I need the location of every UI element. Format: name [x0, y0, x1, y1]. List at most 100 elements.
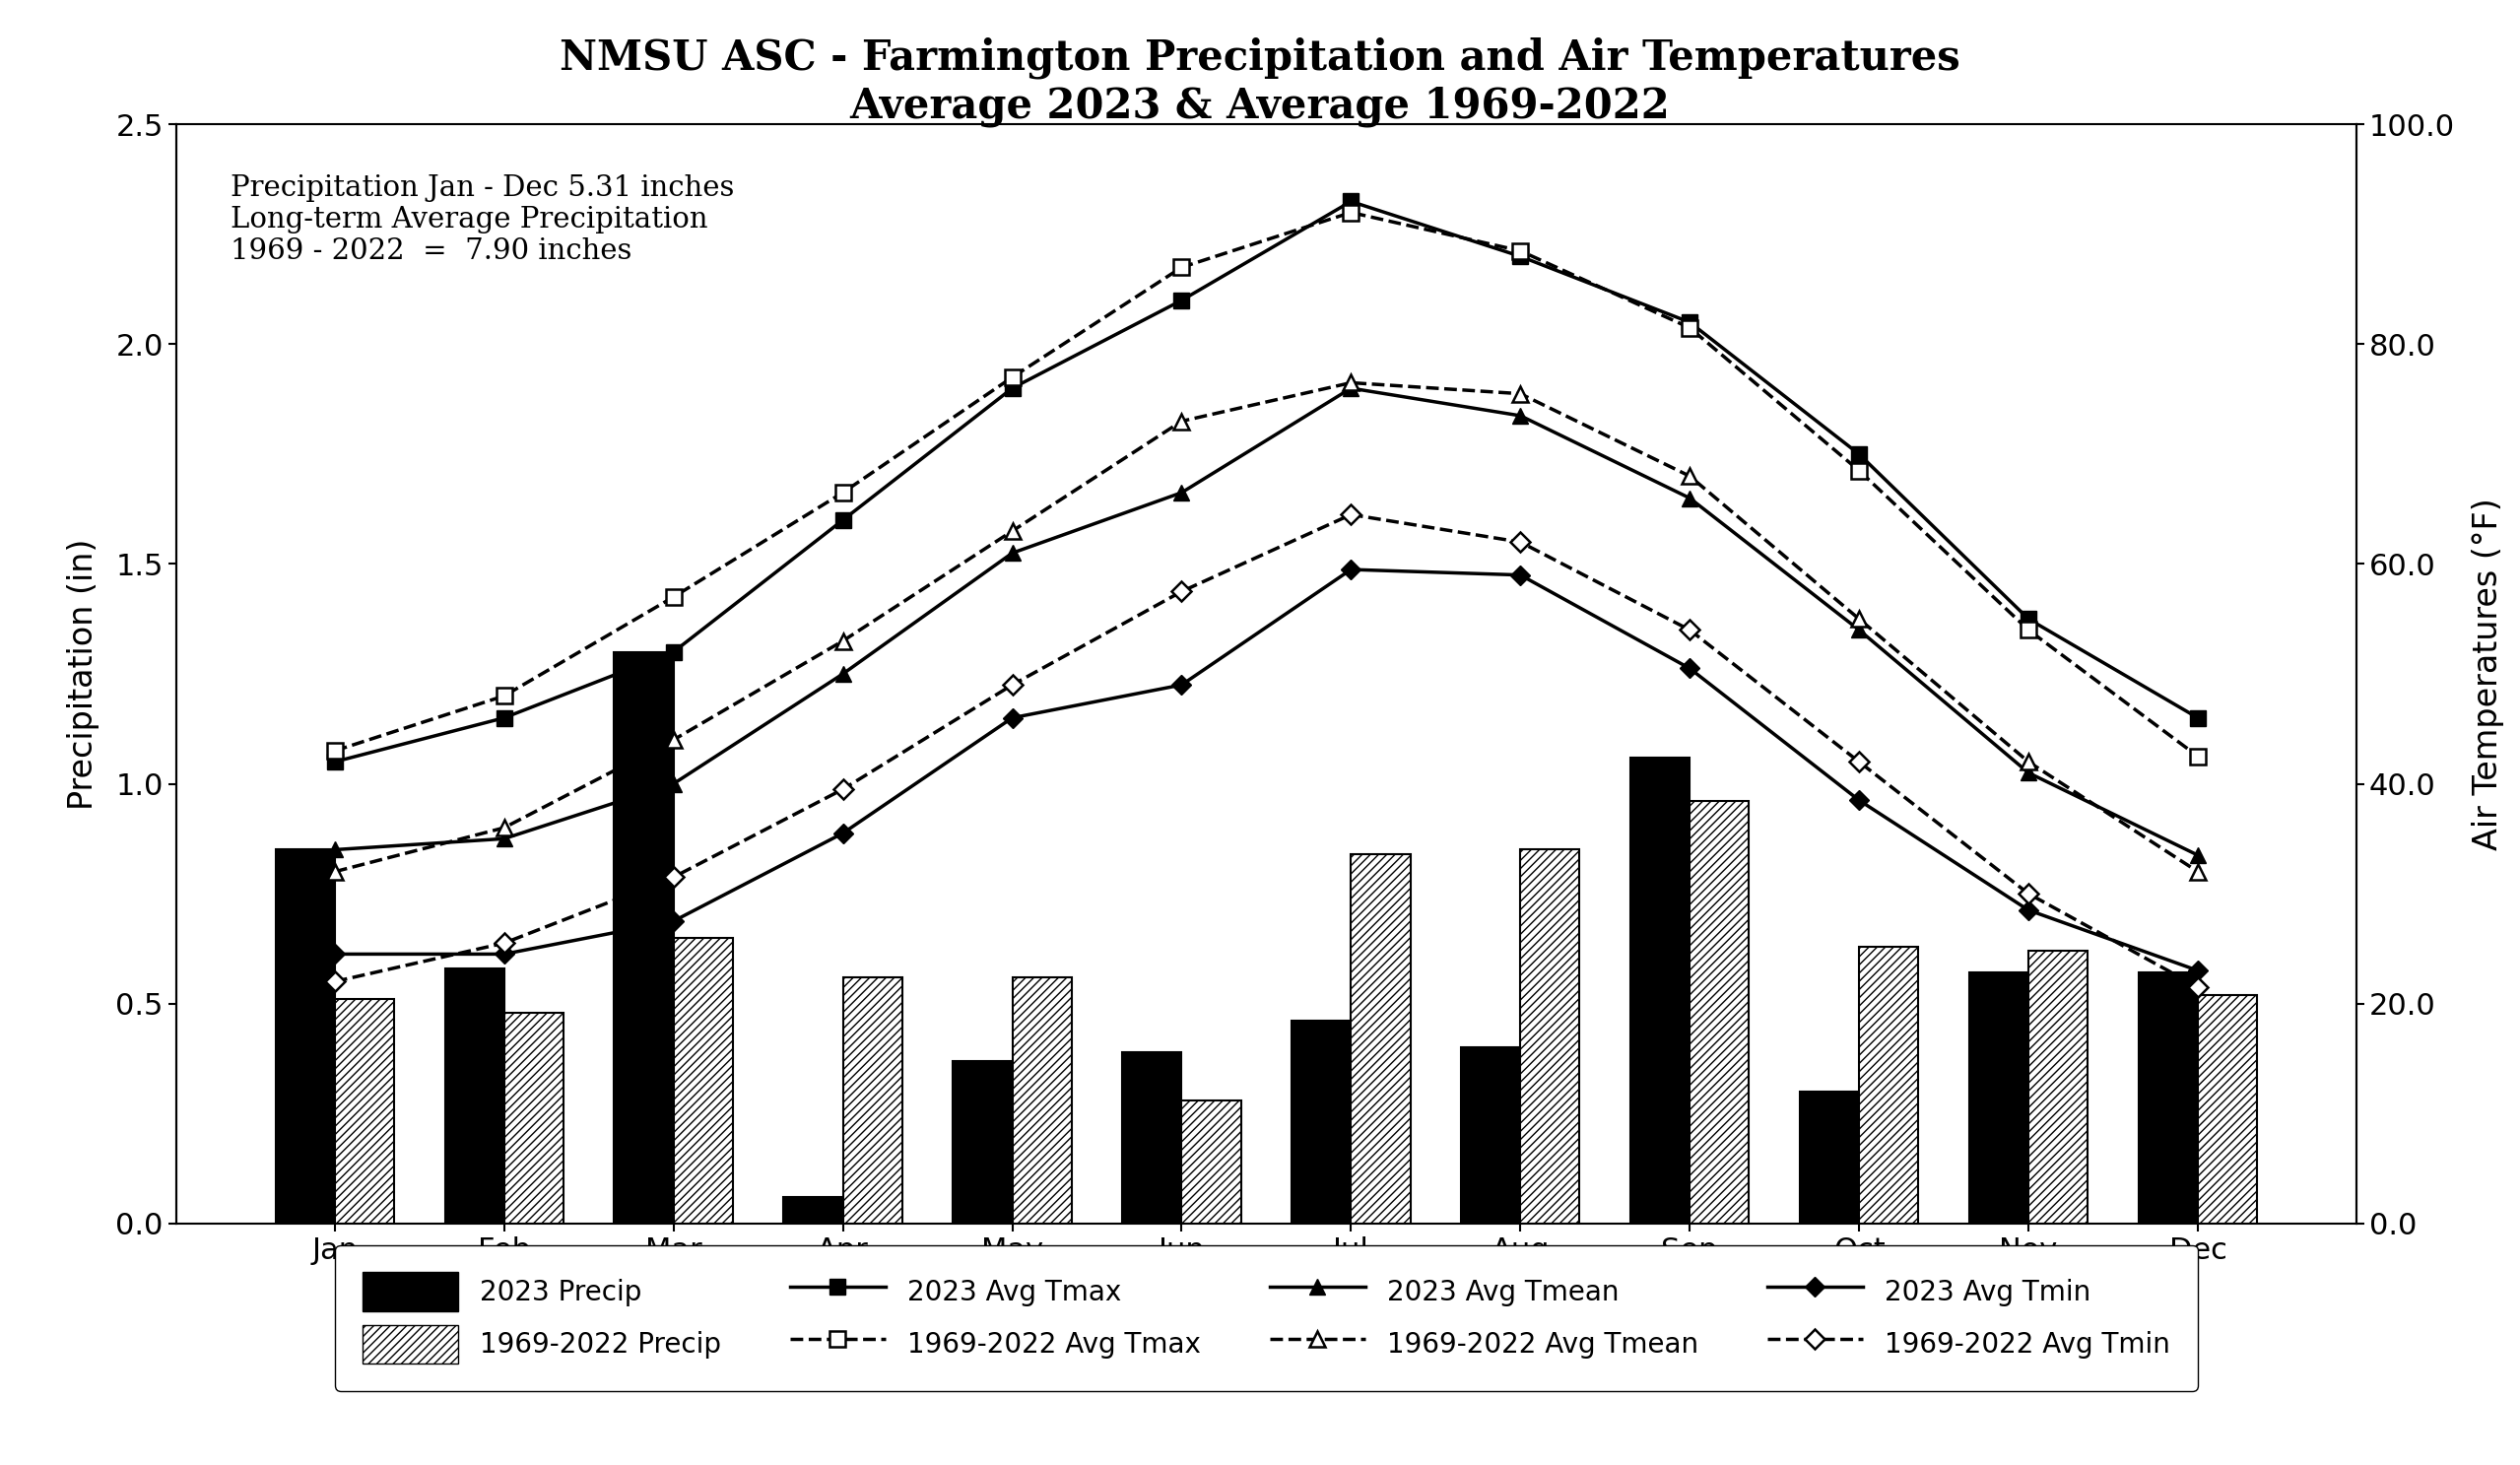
2023 Avg Tmin — [827, 825, 857, 842]
2023 Avg Tmean — [1845, 621, 1875, 639]
1969-2022 Avg Tmax — [1504, 242, 1535, 259]
1969-2022 Avg Tmin — [998, 675, 1028, 693]
1969-2022 Avg Tmean — [489, 819, 519, 837]
2023 Avg Tmax — [1167, 292, 1197, 309]
Bar — [1293, 1021, 1351, 1223]
Legend: 2023 Precip, 1969-2022 Precip, 2023 Avg Tmax, 1969-2022 Avg Tmax, 2023 Avg Tmean: 2023 Precip, 1969-2022 Precip, 2023 Avg … — [335, 1245, 2197, 1390]
1969-2022 Avg Tmax — [489, 687, 519, 705]
Bar — [446, 968, 504, 1223]
Bar — [953, 1061, 1013, 1223]
2023 Avg Tmax — [1845, 445, 1875, 463]
1969-2022 Avg Tmean — [998, 522, 1028, 539]
1969-2022 Avg Tmean — [1336, 374, 1366, 391]
2023 Avg Tmean — [827, 665, 857, 683]
1969-2022 Avg Tmin — [1845, 753, 1875, 771]
2023 Avg Tmin — [658, 913, 688, 930]
2023 Avg Tmin — [320, 945, 350, 963]
Bar — [1013, 977, 1071, 1223]
2023 Avg Tmax — [998, 379, 1028, 397]
1969-2022 Avg Tmean — [2013, 753, 2044, 771]
1969-2022 Avg Tmean — [1845, 609, 1875, 627]
Bar — [673, 938, 733, 1223]
2023 Avg Tmin — [998, 709, 1028, 727]
Line: 1969-2022 Avg Tmin: 1969-2022 Avg Tmin — [328, 508, 2205, 993]
Bar — [1630, 757, 1691, 1223]
Bar — [1691, 801, 1749, 1223]
Bar — [1799, 1091, 1860, 1223]
1969-2022 Avg Tmin — [827, 781, 857, 798]
1969-2022 Avg Tmax — [2013, 621, 2044, 639]
Bar — [1351, 854, 1411, 1223]
2023 Avg Tmin — [489, 945, 519, 963]
2023 Avg Tmax — [320, 753, 350, 771]
1969-2022 Avg Tmin — [1336, 505, 1366, 523]
Line: 2023 Avg Tmax: 2023 Avg Tmax — [328, 193, 2205, 769]
Bar — [2029, 951, 2087, 1223]
1969-2022 Avg Tmax — [827, 483, 857, 501]
2023 Avg Tmean — [1167, 483, 1197, 501]
2023 Avg Tmin — [1336, 561, 1366, 579]
2023 Avg Tmax — [658, 643, 688, 661]
Line: 1969-2022 Avg Tmean: 1969-2022 Avg Tmean — [328, 375, 2205, 879]
Bar — [1520, 850, 1580, 1223]
Text: NMSU ASC - Farmington Precipitation and Air Temperatures
Average 2023 & Average : NMSU ASC - Farmington Precipitation and … — [559, 37, 1961, 127]
2023 Avg Tmean — [2013, 765, 2044, 782]
2023 Avg Tmax — [827, 511, 857, 529]
2023 Avg Tmean — [320, 841, 350, 858]
1969-2022 Avg Tmin — [1676, 621, 1706, 639]
Bar — [1860, 946, 1918, 1223]
2023 Avg Tmin — [1676, 659, 1706, 677]
1969-2022 Avg Tmax — [658, 587, 688, 607]
1969-2022 Avg Tmax — [1167, 258, 1197, 275]
Bar — [1462, 1047, 1520, 1223]
2023 Avg Tmax — [2182, 709, 2213, 727]
Line: 2023 Avg Tmean: 2023 Avg Tmean — [328, 381, 2205, 863]
2023 Avg Tmax — [2013, 609, 2044, 627]
2023 Avg Tmax — [489, 709, 519, 727]
2023 Avg Tmin — [2182, 961, 2213, 979]
Bar — [2197, 995, 2258, 1223]
1969-2022 Avg Tmin — [2182, 979, 2213, 996]
2023 Avg Tmean — [658, 775, 688, 793]
1969-2022 Avg Tmin — [658, 869, 688, 886]
1969-2022 Avg Tmax — [2182, 747, 2213, 765]
Bar — [1968, 973, 2029, 1223]
1969-2022 Avg Tmin — [320, 973, 350, 990]
1969-2022 Avg Tmean — [1504, 385, 1535, 403]
Bar — [335, 999, 393, 1223]
Bar — [615, 652, 673, 1223]
2023 Avg Tmax — [1336, 192, 1366, 209]
2023 Avg Tmean — [998, 544, 1028, 561]
1969-2022 Avg Tmax — [1336, 204, 1366, 221]
1969-2022 Avg Tmin — [1504, 533, 1535, 551]
Bar — [842, 977, 902, 1223]
Bar — [2139, 973, 2197, 1223]
Bar — [275, 850, 335, 1223]
Line: 2023 Avg Tmin: 2023 Avg Tmin — [328, 563, 2205, 977]
2023 Avg Tmean — [489, 829, 519, 847]
1969-2022 Avg Tmin — [489, 935, 519, 952]
2023 Avg Tmin — [1504, 565, 1535, 583]
1969-2022 Avg Tmin — [2013, 885, 2044, 902]
1969-2022 Avg Tmin — [1167, 583, 1197, 601]
2023 Avg Tmean — [1336, 379, 1366, 397]
1969-2022 Avg Tmean — [320, 863, 350, 880]
1969-2022 Avg Tmax — [1845, 461, 1875, 479]
1969-2022 Avg Tmean — [658, 731, 688, 749]
Text: Precipitation Jan - Dec 5.31 inches
Long-term Average Precipitation
1969 - 2022 : Precipitation Jan - Dec 5.31 inches Long… — [232, 174, 736, 265]
2023 Avg Tmax — [1504, 248, 1535, 265]
2023 Avg Tmin — [1845, 791, 1875, 809]
Line: 1969-2022 Avg Tmax: 1969-2022 Avg Tmax — [328, 205, 2205, 763]
1969-2022 Avg Tmax — [998, 368, 1028, 385]
1969-2022 Avg Tmean — [1676, 467, 1706, 485]
1969-2022 Avg Tmean — [2182, 863, 2213, 880]
Y-axis label: Precipitation (in): Precipitation (in) — [68, 538, 98, 810]
2023 Avg Tmin — [1167, 675, 1197, 693]
2023 Avg Tmax — [1676, 314, 1706, 331]
Bar — [784, 1197, 842, 1223]
2023 Avg Tmean — [1504, 407, 1535, 425]
Bar — [1121, 1052, 1182, 1223]
1969-2022 Avg Tmean — [1167, 412, 1197, 429]
2023 Avg Tmin — [2013, 901, 2044, 919]
Bar — [504, 1012, 564, 1223]
